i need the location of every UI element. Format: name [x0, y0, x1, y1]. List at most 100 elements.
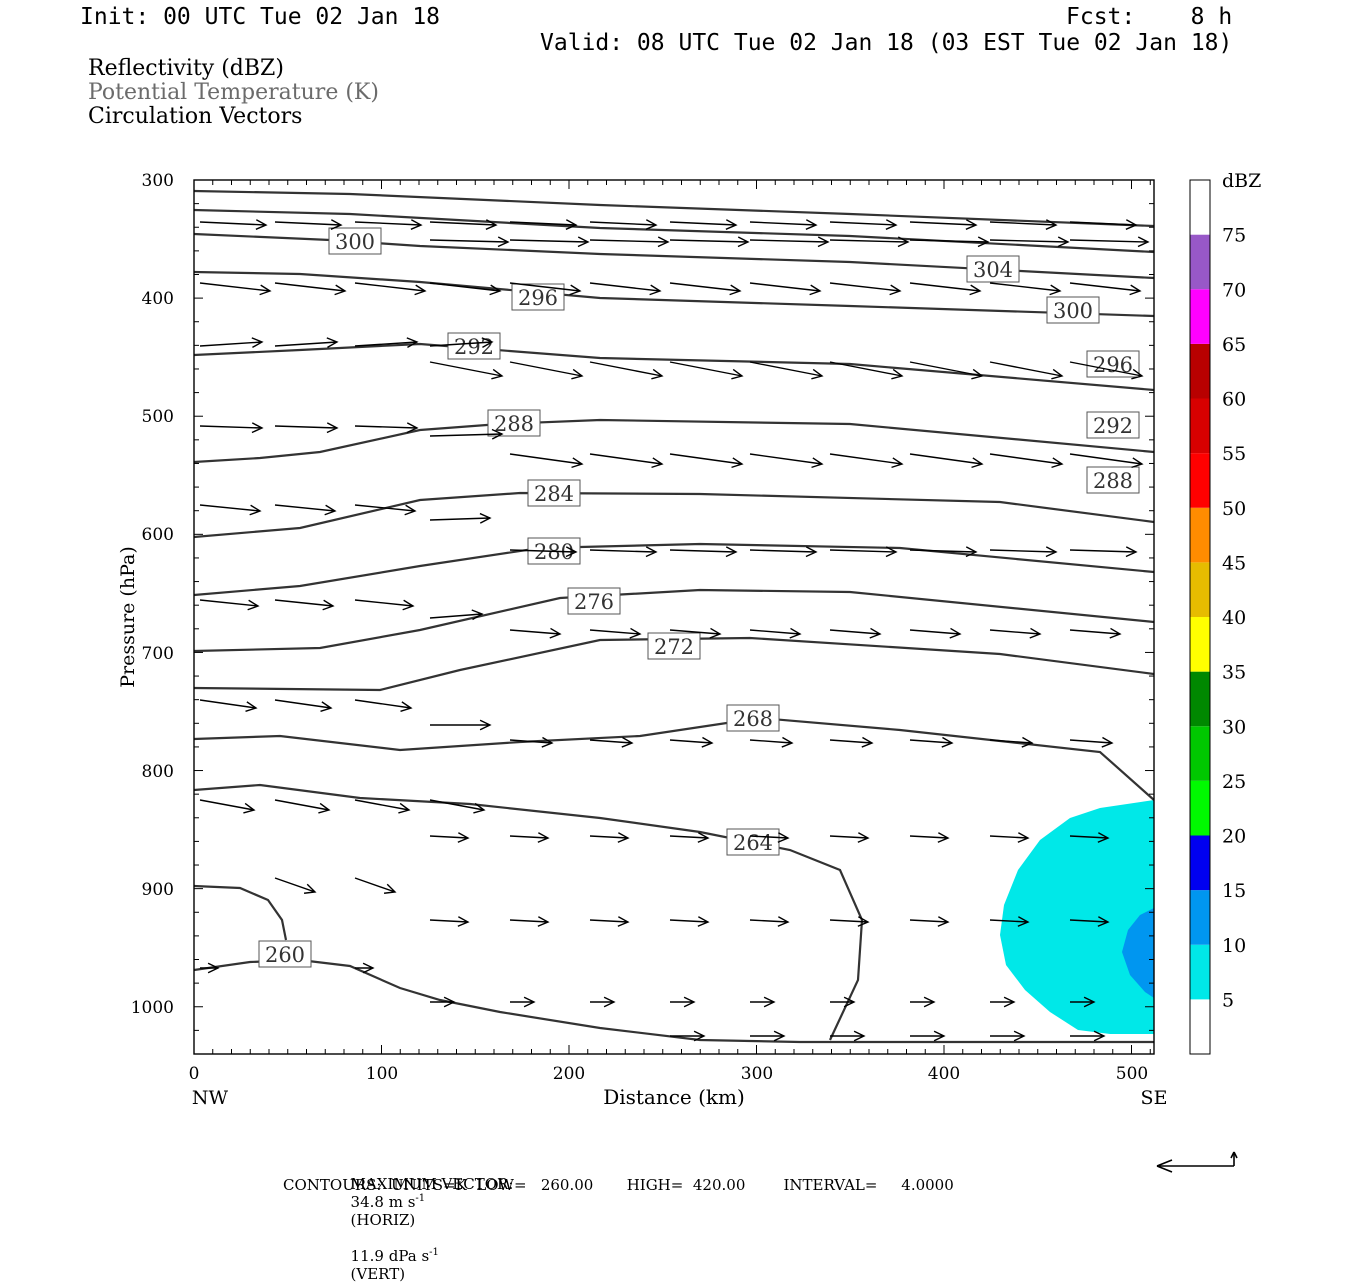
circulation-vector: [749, 546, 818, 558]
theta-contour: [194, 783, 864, 1041]
circulation-vector: [749, 361, 824, 380]
theta-contour: [194, 270, 1154, 318]
svg-text:264: 264: [733, 831, 773, 855]
svg-text:296: 296: [518, 286, 558, 310]
circulation-vector: [199, 282, 272, 296]
circulation-vector: [670, 996, 696, 1008]
circulation-vector: [669, 546, 738, 558]
cross-section-chart: 300 304 296 300 292 296 288 292 284 288 …: [117, 170, 1261, 1173]
contour-label: 292: [1086, 411, 1140, 439]
max-horiz-unit: (HORIZ): [350, 1211, 416, 1229]
theta-contour: [194, 542, 1154, 597]
svg-text:284: 284: [534, 482, 574, 506]
contour-label: 288: [487, 409, 541, 437]
theta-contour: [194, 342, 1154, 392]
circulation-vector: [589, 236, 670, 248]
max-horiz-exponent: -1: [415, 1193, 426, 1204]
circulation-vector: [909, 832, 950, 843]
circulation-vector: [1069, 916, 1110, 927]
circulation-vector: [1069, 236, 1150, 248]
circulation-vector: [589, 219, 658, 230]
circulation-vector: [669, 453, 744, 469]
circulation-vector: [354, 599, 415, 611]
circulation-vector: [429, 236, 510, 248]
colorbar-swatch: [1190, 671, 1210, 727]
y-axis-title: Pressure (hPa): [117, 546, 139, 688]
circulation-vector: [989, 916, 1030, 927]
circulation-vector: [990, 996, 1016, 1008]
circulation-vector: [910, 1030, 946, 1042]
contour-label: 284: [527, 479, 581, 507]
circulation-vector: [509, 736, 554, 748]
circulation-vector: [909, 916, 950, 927]
circulation-vector: [274, 504, 337, 516]
colorbar-swatch: [1190, 999, 1210, 1054]
circulation-vector: [909, 236, 990, 248]
x-tick-label: 200: [553, 1064, 585, 1084]
theta-contour: [194, 588, 1154, 653]
circulation-vector: [354, 282, 427, 296]
contour-label: 268: [726, 704, 780, 732]
circulation-vector: [274, 699, 333, 713]
circulation-vector: [989, 282, 1062, 296]
colorbar-frame: [1189, 179, 1211, 1055]
circulation-vector: [749, 453, 824, 469]
circulation-vector: [1069, 219, 1138, 230]
colorbar-unit: dBZ: [1222, 170, 1261, 192]
contour-label: 272: [647, 632, 701, 660]
contour-label: 260: [258, 940, 312, 968]
colorbar-level-label: 20: [1222, 826, 1246, 848]
circulation-vector: [274, 337, 339, 349]
max-vert-unit: (VERT): [350, 1265, 406, 1283]
colorbar-swatch: [1190, 835, 1210, 891]
y-axis-labels: 300 400 500 600 700 800 900 1000: [131, 171, 174, 1018]
circulation-vector: [354, 219, 423, 230]
svg-text:304: 304: [973, 258, 1013, 282]
x-axis-right-endpoint: SE: [1141, 1087, 1168, 1109]
colorbar-swatch: [1190, 726, 1210, 781]
plot-frame: [193, 179, 1155, 1055]
circulation-vector: [429, 282, 502, 296]
reflectivity-5dbz-area: [1000, 800, 1154, 1034]
colorbar-level-label: 30: [1222, 716, 1246, 738]
theta-contour: [194, 491, 1154, 539]
circulation-vector: [430, 719, 492, 731]
colorbar-swatch: [1190, 890, 1210, 945]
colorbar-swatch: [1190, 180, 1210, 235]
theta-contour: [194, 636, 1154, 692]
circulation-vector: [274, 282, 347, 296]
circulation-vector: [274, 877, 317, 894]
circulation-vector: [1070, 996, 1096, 1008]
circulation-vector: [589, 282, 662, 296]
circulation-vector: [354, 337, 419, 349]
circulation-vector: [1070, 1030, 1106, 1042]
circulation-vector: [589, 361, 664, 380]
circulation-vector: [590, 996, 616, 1008]
circulation-vector: [830, 1030, 866, 1042]
x-tick-label: 300: [741, 1064, 773, 1084]
circulation-vector: [750, 1030, 786, 1042]
circulation-vector: [989, 453, 1064, 469]
circulation-vector: [749, 236, 830, 248]
svg-text:260: 260: [265, 943, 305, 967]
circulation-vector: [829, 282, 902, 296]
circulation-vector: [509, 361, 584, 380]
circulation-vector: [909, 546, 978, 558]
circulation-vector: [829, 736, 874, 748]
colorbar-swatch: [1190, 289, 1210, 344]
circulation-vector: [989, 546, 1058, 558]
colorbar-swatch: [1190, 617, 1210, 672]
x-axis-labels: 0 100 200 300 400 500: [189, 1064, 1149, 1084]
y-tick-label: 1000: [131, 998, 174, 1018]
circulation-vector: [989, 627, 1042, 639]
circulation-vector: [589, 627, 642, 639]
field-circulation-vectors: Circulation Vectors: [88, 104, 303, 129]
circulation-vector: [749, 916, 790, 927]
circulation-vector: [1069, 453, 1144, 469]
circulation-vector: [199, 422, 264, 434]
x-tick-label: 100: [366, 1064, 398, 1084]
circulation-vector: [669, 736, 714, 748]
circulation-vector: [990, 1030, 1026, 1042]
svg-text:272: 272: [654, 635, 694, 659]
forecast-hour: Fcst: 8 h: [1066, 4, 1233, 30]
